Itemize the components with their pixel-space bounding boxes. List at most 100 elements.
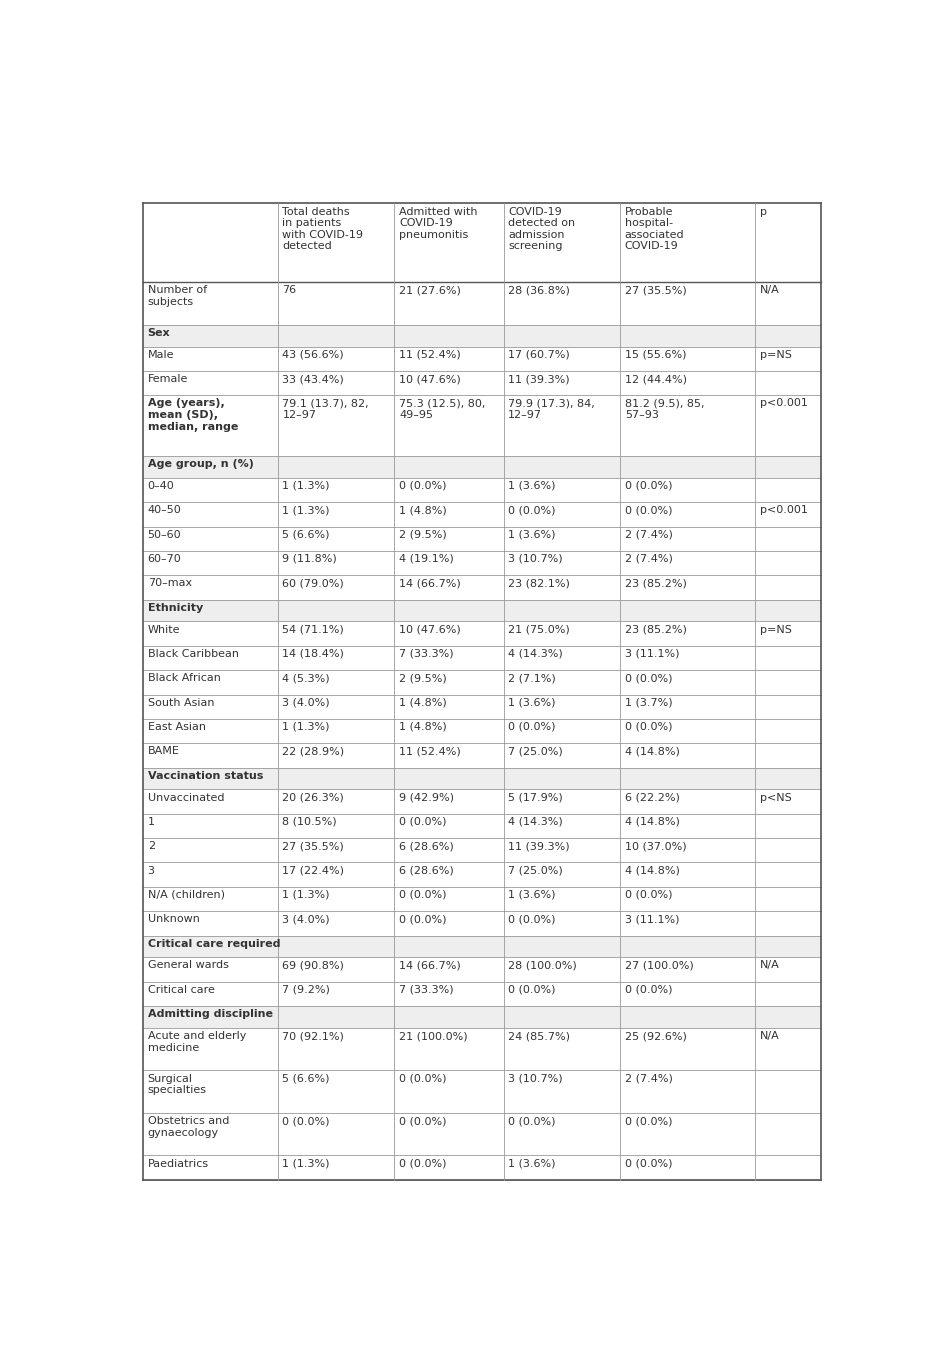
Text: p<0.001: p<0.001 xyxy=(760,506,807,515)
Bar xyxy=(143,862,821,886)
Text: 0 (0.0%): 0 (0.0%) xyxy=(399,482,446,491)
Text: 24 (85.7%): 24 (85.7%) xyxy=(509,1031,571,1041)
Bar xyxy=(143,982,821,1006)
Text: 6 (28.6%): 6 (28.6%) xyxy=(399,866,454,876)
Text: 0 (0.0%): 0 (0.0%) xyxy=(399,817,446,827)
Bar xyxy=(143,456,821,478)
Text: N/A: N/A xyxy=(760,960,779,970)
Text: 60–70: 60–70 xyxy=(148,554,181,564)
Text: 1 (4.8%): 1 (4.8%) xyxy=(399,506,446,515)
Text: 2: 2 xyxy=(148,842,155,851)
Text: 1 (3.7%): 1 (3.7%) xyxy=(625,697,672,708)
Text: 3 (11.1%): 3 (11.1%) xyxy=(625,915,680,924)
Text: 7 (33.3%): 7 (33.3%) xyxy=(399,649,454,658)
Text: Female: Female xyxy=(148,374,188,384)
Bar xyxy=(143,347,821,371)
Text: 21 (27.6%): 21 (27.6%) xyxy=(399,286,461,295)
Text: 23 (82.1%): 23 (82.1%) xyxy=(509,579,571,588)
Text: 69 (90.8%): 69 (90.8%) xyxy=(282,960,344,970)
Text: 1 (1.3%): 1 (1.3%) xyxy=(282,482,330,491)
Text: 50–60: 50–60 xyxy=(148,530,181,540)
Text: 20 (26.3%): 20 (26.3%) xyxy=(282,792,344,803)
Bar xyxy=(143,325,821,347)
Bar xyxy=(143,789,821,813)
Text: 70 (92.1%): 70 (92.1%) xyxy=(282,1031,344,1041)
Bar xyxy=(143,1006,821,1028)
Text: 43 (56.6%): 43 (56.6%) xyxy=(282,349,344,360)
Text: 1 (4.8%): 1 (4.8%) xyxy=(399,722,446,733)
Text: Vaccination status: Vaccination status xyxy=(148,770,263,781)
Text: 10 (37.0%): 10 (37.0%) xyxy=(625,842,686,851)
Text: 5 (17.9%): 5 (17.9%) xyxy=(509,792,563,803)
Text: 4 (14.8%): 4 (14.8%) xyxy=(625,866,680,876)
Text: 0–40: 0–40 xyxy=(148,482,175,491)
Text: 0 (0.0%): 0 (0.0%) xyxy=(625,722,672,733)
Text: 10 (47.6%): 10 (47.6%) xyxy=(399,374,461,384)
Text: 22 (28.9%): 22 (28.9%) xyxy=(282,746,345,757)
Bar xyxy=(143,204,821,282)
Text: 7 (33.3%): 7 (33.3%) xyxy=(399,985,454,994)
Bar xyxy=(143,838,821,862)
Text: Black Caribbean: Black Caribbean xyxy=(148,649,239,658)
Text: 1 (4.8%): 1 (4.8%) xyxy=(399,697,446,708)
Text: 15 (55.6%): 15 (55.6%) xyxy=(625,349,686,360)
Text: 7 (9.2%): 7 (9.2%) xyxy=(282,985,330,994)
Text: p=NS: p=NS xyxy=(760,625,791,634)
Text: Critical care required: Critical care required xyxy=(148,939,280,948)
Text: 11 (52.4%): 11 (52.4%) xyxy=(399,349,461,360)
Text: 0 (0.0%): 0 (0.0%) xyxy=(399,1116,446,1126)
Bar xyxy=(143,886,821,911)
Text: Male: Male xyxy=(148,349,174,360)
Text: Unvaccinated: Unvaccinated xyxy=(148,792,224,803)
Text: Black African: Black African xyxy=(148,673,221,683)
Text: 2 (9.5%): 2 (9.5%) xyxy=(399,673,446,683)
Text: 1: 1 xyxy=(148,817,155,827)
Text: Surgical
specialties: Surgical specialties xyxy=(148,1074,207,1095)
Text: 7 (25.0%): 7 (25.0%) xyxy=(509,746,563,757)
Bar xyxy=(143,936,821,958)
Text: 0 (0.0%): 0 (0.0%) xyxy=(509,722,556,733)
Text: 14 (66.7%): 14 (66.7%) xyxy=(399,960,461,970)
Bar xyxy=(143,719,821,743)
Text: 79.9 (17.3), 84,
12–97: 79.9 (17.3), 84, 12–97 xyxy=(509,398,595,420)
Text: 9 (42.9%): 9 (42.9%) xyxy=(399,792,454,803)
Text: 11 (52.4%): 11 (52.4%) xyxy=(399,746,461,757)
Text: 0 (0.0%): 0 (0.0%) xyxy=(509,506,556,515)
Text: 40–50: 40–50 xyxy=(148,506,181,515)
Text: 21 (75.0%): 21 (75.0%) xyxy=(509,625,570,634)
Text: 7 (25.0%): 7 (25.0%) xyxy=(509,866,563,876)
Text: 0 (0.0%): 0 (0.0%) xyxy=(625,673,672,683)
Text: 0 (0.0%): 0 (0.0%) xyxy=(509,1116,556,1126)
Bar xyxy=(143,282,821,325)
Bar xyxy=(143,1028,821,1071)
Text: 76: 76 xyxy=(282,286,296,295)
Text: 2 (7.4%): 2 (7.4%) xyxy=(625,554,673,564)
Text: 2 (9.5%): 2 (9.5%) xyxy=(399,530,446,540)
Text: South Asian: South Asian xyxy=(148,697,214,708)
Text: Unknown: Unknown xyxy=(148,915,199,924)
Text: 4 (5.3%): 4 (5.3%) xyxy=(282,673,330,683)
Text: 33 (43.4%): 33 (43.4%) xyxy=(282,374,344,384)
Bar xyxy=(143,599,821,622)
Text: 70–max: 70–max xyxy=(148,579,192,588)
Text: 27 (35.5%): 27 (35.5%) xyxy=(625,286,686,295)
Text: 1 (3.6%): 1 (3.6%) xyxy=(509,1159,556,1168)
Text: p<0.001: p<0.001 xyxy=(760,398,807,409)
Text: 2 (7.4%): 2 (7.4%) xyxy=(625,1074,673,1083)
Text: 0 (0.0%): 0 (0.0%) xyxy=(399,1074,446,1083)
Text: 17 (22.4%): 17 (22.4%) xyxy=(282,866,344,876)
Text: 3 (11.1%): 3 (11.1%) xyxy=(625,649,680,658)
Text: 0 (0.0%): 0 (0.0%) xyxy=(625,985,672,994)
Bar xyxy=(143,1113,821,1156)
Text: 4 (19.1%): 4 (19.1%) xyxy=(399,554,454,564)
Text: 14 (66.7%): 14 (66.7%) xyxy=(399,579,461,588)
Bar xyxy=(143,958,821,982)
Text: East Asian: East Asian xyxy=(148,722,206,733)
Text: 27 (100.0%): 27 (100.0%) xyxy=(625,960,694,970)
Text: 0 (0.0%): 0 (0.0%) xyxy=(625,506,672,515)
Bar xyxy=(143,646,821,670)
Text: 3 (4.0%): 3 (4.0%) xyxy=(282,915,330,924)
Text: 10 (47.6%): 10 (47.6%) xyxy=(399,625,461,634)
Text: p<NS: p<NS xyxy=(760,792,791,803)
Text: Age (years),
mean (SD),
median, range: Age (years), mean (SD), median, range xyxy=(148,398,238,432)
